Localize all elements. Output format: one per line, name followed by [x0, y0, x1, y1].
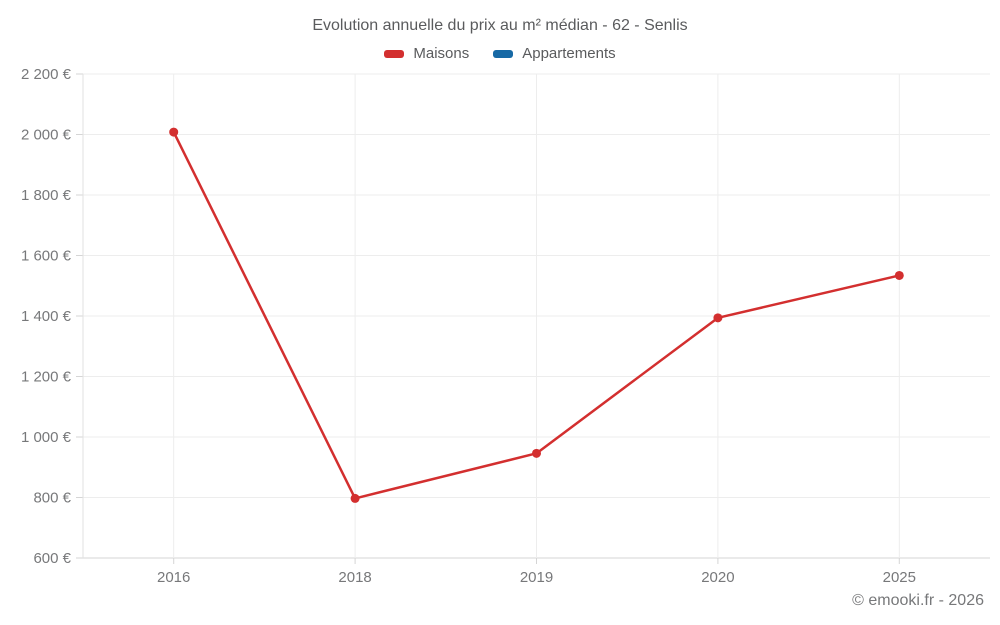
y-axis-label: 600 €: [33, 550, 71, 567]
y-axis-label: 1 600 €: [21, 248, 72, 265]
x-axis-label: 2025: [883, 569, 916, 586]
data-point-maisons: [894, 270, 904, 280]
y-axis-label: 2 000 €: [21, 127, 72, 144]
footer-credit: © emooki.fr - 2026: [852, 592, 984, 609]
y-axis-label: 2 200 €: [21, 66, 72, 83]
data-point-maisons: [713, 313, 723, 323]
legend-label-appartements: Appartements: [522, 45, 616, 62]
page-title: Evolution annuelle du prix au m² médian …: [312, 17, 688, 34]
x-axis-label: 2020: [701, 569, 734, 586]
data-point-maisons: [532, 448, 541, 458]
data-point-maisons: [169, 127, 179, 137]
chart-legend: Maisons Appartements: [0, 45, 1000, 62]
y-axis-label: 1 400 €: [21, 308, 72, 325]
y-axis-label: 1 000 €: [21, 429, 72, 446]
legend-item-maisons[interactable]: Maisons: [384, 45, 469, 62]
y-axis-label: 1 800 €: [21, 187, 72, 204]
legend-swatch-appartements-icon: [493, 49, 514, 58]
x-axis-label: 2018: [338, 569, 371, 586]
legend-item-appartements[interactable]: Appartements: [493, 45, 616, 62]
x-axis-label: 2016: [157, 569, 190, 586]
legend-swatch-maisons-icon: [384, 49, 405, 58]
y-axis-label: 800 €: [33, 490, 71, 507]
legend-label-maisons: Maisons: [413, 45, 470, 62]
x-axis-label: 2019: [520, 569, 553, 586]
data-point-maisons: [350, 493, 360, 503]
y-axis-label: 1 200 €: [21, 369, 72, 386]
